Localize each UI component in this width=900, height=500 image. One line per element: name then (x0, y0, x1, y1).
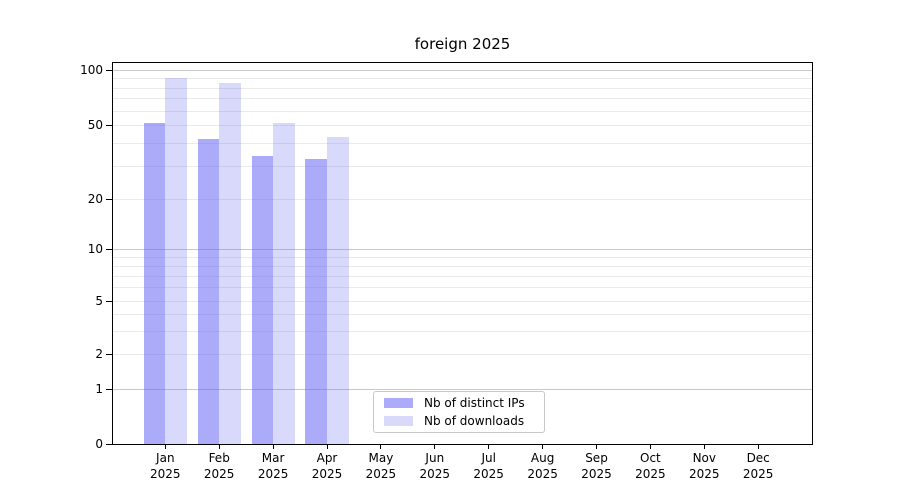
y-gridline-major (113, 70, 812, 71)
x-tick-label: Aug 2025 (527, 451, 558, 481)
y-gridline-minor (113, 98, 812, 100)
x-tick-label: Jun 2025 (419, 451, 451, 481)
y-tick-label: 0 (95, 436, 103, 451)
y-gridline-minor (113, 256, 812, 258)
y-tick (106, 248, 113, 250)
plot-area (112, 62, 813, 445)
bar-apr-distinct-ips (305, 158, 327, 444)
y-tick (106, 69, 113, 71)
y-gridline-minor (113, 110, 812, 112)
y-gridline-minor (113, 87, 812, 89)
legend-label: Nb of distinct IPs (424, 395, 525, 410)
y-tick (106, 388, 113, 390)
y-gridline-minor (113, 125, 812, 126)
x-tick (596, 444, 597, 449)
x-tick (757, 444, 759, 449)
y-gridline-minor (113, 354, 812, 355)
y-tick-label: 5 (95, 293, 103, 308)
y-gridline-minor (113, 143, 812, 144)
x-tick (703, 444, 705, 449)
x-tick-label: Nov 2025 (689, 451, 720, 481)
x-tick (488, 444, 490, 449)
legend: Nb of distinct IPs Nb of downloads (373, 391, 545, 433)
legend-entry: Nb of downloads (384, 414, 544, 429)
x-tick-label: Feb 2025 (203, 451, 235, 481)
bar-mar-distinct-ips (251, 156, 274, 444)
y-tick-label: 100 (80, 62, 103, 77)
y-gridline-major (113, 389, 812, 390)
x-tick (542, 444, 544, 449)
x-tick (218, 444, 220, 449)
y-gridline-minor (113, 199, 812, 200)
y-tick-label: 10 (87, 241, 103, 256)
y-tick (106, 198, 113, 200)
x-tick (326, 444, 328, 449)
y-gridline-minor (113, 265, 812, 267)
bar-feb-downloads (219, 82, 241, 444)
bar-jan-distinct-ips (143, 123, 166, 444)
y-gridline-minor (113, 78, 812, 80)
legend-label: Nb of downloads (424, 413, 525, 428)
y-gridline-major (113, 249, 812, 250)
y-tick-label: 50 (87, 117, 103, 132)
x-tick-label: Jul 2025 (473, 451, 504, 481)
y-gridline-minor (113, 301, 812, 302)
legend-entry: Nb of distinct IPs (384, 396, 544, 411)
bar-feb-distinct-ips (197, 139, 220, 444)
x-tick-label: Dec 2025 (742, 451, 774, 481)
x-tick-label: Apr 2025 (311, 451, 343, 481)
x-tick-label: Mar 2025 (257, 451, 289, 481)
x-tick (272, 444, 274, 449)
x-tick-label: Jan 2025 (150, 451, 181, 481)
y-tick-label: 2 (95, 346, 103, 361)
y-tick (106, 353, 113, 355)
y-gridline-minor (113, 330, 812, 332)
x-tick-label: Sep 2025 (581, 451, 612, 481)
y-tick (106, 124, 113, 126)
x-tick (380, 444, 382, 449)
x-tick (164, 444, 166, 449)
bar-mar-downloads (273, 123, 295, 444)
y-gridline-minor (113, 313, 812, 315)
downloads-swatch (384, 416, 413, 426)
y-gridline-minor (113, 287, 812, 289)
x-tick (434, 444, 436, 449)
x-tick-label: Oct 2025 (635, 451, 666, 481)
bar-apr-downloads (327, 137, 349, 444)
y-tick (106, 443, 113, 445)
x-tick-label: May 2025 (365, 451, 397, 481)
y-tick (106, 300, 113, 302)
y-tick-label: 20 (87, 191, 103, 206)
y-gridline-minor (113, 275, 812, 277)
y-gridline-minor (113, 166, 812, 168)
bar-jan-downloads (165, 78, 187, 444)
x-tick (649, 444, 651, 449)
distinct-ips-swatch (384, 398, 413, 408)
y-tick-label: 1 (95, 381, 103, 396)
chart-title: foreign 2025 (414, 35, 511, 53)
